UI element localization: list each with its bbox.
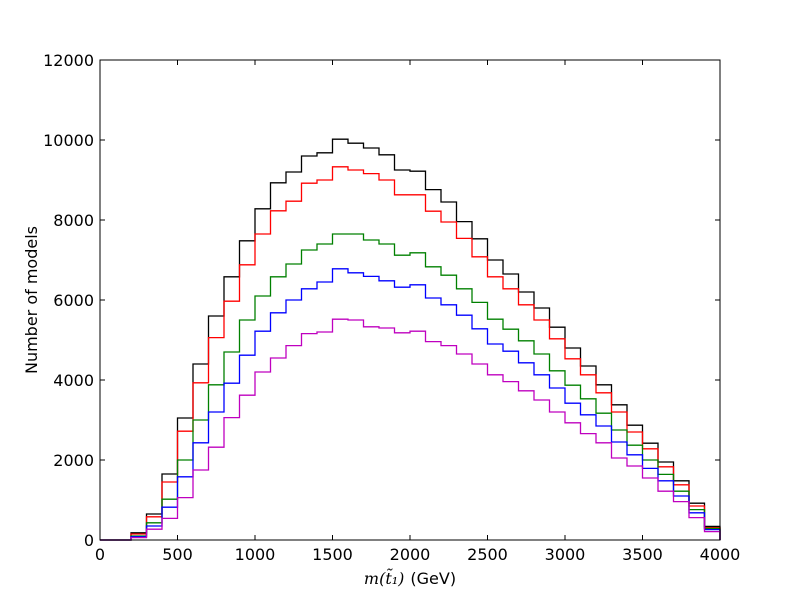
x-tick-label: 2000 bbox=[390, 545, 431, 564]
x-tick-label: 0 bbox=[95, 545, 105, 564]
x-tick-label: 1000 bbox=[235, 545, 276, 564]
x-axis-label-unit: (GeV) bbox=[410, 569, 456, 588]
x-tick-label: 500 bbox=[162, 545, 193, 564]
y-tick-label: 2000 bbox=[53, 451, 94, 470]
x-tick-label: 4000 bbox=[700, 545, 741, 564]
x-tick-label: 3500 bbox=[622, 545, 663, 564]
histogram-series-2 bbox=[100, 166, 721, 541]
x-axis-label-math: m(t̃₁) bbox=[364, 568, 405, 588]
series-layer bbox=[100, 138, 721, 541]
histogram-series-1 bbox=[100, 138, 721, 541]
histogram-series-4 bbox=[100, 268, 721, 541]
y-axis-label: Number of models bbox=[22, 226, 41, 374]
y-tick-label: 8000 bbox=[53, 211, 94, 230]
x-axis-label: m(t̃₁) (GeV) bbox=[364, 568, 456, 588]
y-tick-label: 12000 bbox=[43, 51, 94, 70]
x-tick-label: 1500 bbox=[312, 545, 353, 564]
y-tick-label: 4000 bbox=[53, 371, 94, 390]
x-tick-label: 3000 bbox=[545, 545, 586, 564]
x-tick-label: 2500 bbox=[467, 545, 508, 564]
histogram-series-3 bbox=[100, 233, 721, 541]
histogram-series-5 bbox=[100, 318, 721, 541]
y-tick-label: 0 bbox=[84, 531, 94, 550]
y-tick-label: 6000 bbox=[53, 291, 94, 310]
tick-layer: 0 500 1000 1500 2000 2500 3000 3500 4000 0 2000 400… bbox=[43, 51, 740, 564]
y-tick-label: 10000 bbox=[43, 131, 94, 150]
